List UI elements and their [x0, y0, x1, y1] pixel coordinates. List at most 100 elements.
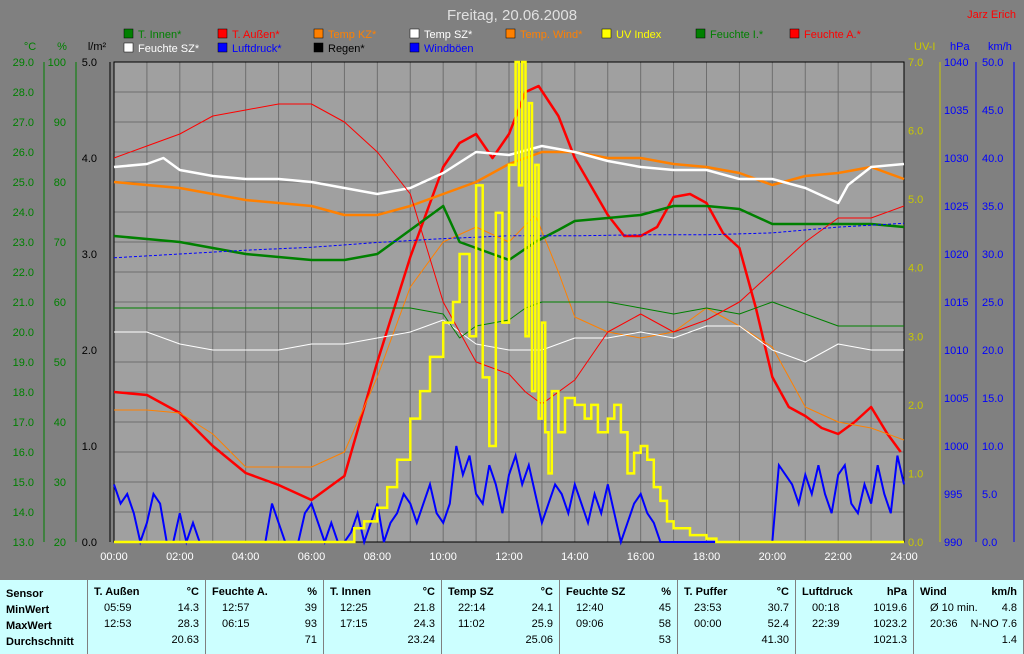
legend-swatch [123, 28, 134, 39]
stats-min-time: 12:40 [576, 602, 604, 614]
right-axis-unit: hPa [950, 41, 970, 53]
right-axis-tick-label: 50.0 [982, 57, 1003, 69]
left-axis-tick-label: 16.0 [13, 447, 34, 459]
author-label: Jarz Erich [967, 9, 1016, 21]
stats-column-name: T. Innen [330, 586, 371, 598]
stats-column-name: Feuchte SZ [566, 586, 626, 598]
series-line [113, 150, 905, 217]
stats-max-value: 24.3 [413, 618, 435, 630]
left-axis-tick-label: 5.0 [82, 57, 97, 69]
left-axis-tick-label: 15.0 [13, 477, 34, 489]
legend-swatch [313, 42, 324, 53]
stats-average: 53 [658, 634, 671, 646]
right-axis-tick-label: 5.0 [908, 194, 923, 206]
right-axis-tick-label: 40.0 [982, 153, 1003, 165]
legend-label: Windböen [424, 43, 474, 55]
left-axis-tick-label: 40 [54, 417, 66, 429]
stats-min-value: 45 [658, 602, 671, 614]
left-axis-tick-label: 17.0 [13, 417, 34, 429]
left-axis-tick-label: 14.0 [13, 507, 34, 519]
left-axis-tick-label: 21.0 [13, 297, 34, 309]
series-line [114, 214, 905, 468]
stats-column-name: Wind [920, 586, 947, 598]
stats-column-unit: % [307, 586, 317, 598]
stats-column-unit: °C [422, 586, 435, 598]
right-axis-unit: km/h [988, 41, 1012, 53]
stats-max-time: 00:00 [694, 618, 722, 630]
series-layer [113, 60, 905, 546]
right-axis-tick-label: 6.0 [908, 126, 923, 138]
stats-column: T. Innen °C 12:25 21.8 17:15 24.3 23.24 [324, 580, 442, 654]
stats-min-time: 12:57 [222, 602, 250, 614]
stats-column-name: Temp SZ [448, 586, 494, 598]
legend-label: Feuchte SZ* [138, 43, 200, 55]
right-axis-tick-label: 35.0 [982, 201, 1003, 213]
stats-column-unit: °C [186, 586, 199, 598]
stats-min-value: 30.7 [767, 602, 789, 614]
left-axis-tick-label: 70 [54, 237, 66, 249]
x-tick-label: 14:00 [561, 551, 589, 563]
x-tick-label: 20:00 [759, 551, 787, 563]
left-axis-tick-label: 19.0 [13, 357, 34, 369]
right-axis-tick-label: 45.0 [982, 105, 1003, 117]
stats-min-value: 14.3 [177, 602, 199, 614]
stats-min-value: 21.8 [413, 602, 435, 614]
stats-max-time: 22:39 [812, 618, 840, 630]
stats-column-unit: km/h [991, 586, 1017, 598]
right-axis-tick-label: 1010 [944, 345, 968, 357]
right-axis-tick-label: 30.0 [982, 249, 1003, 261]
left-axis-tick-label: 24.0 [13, 207, 34, 219]
x-tick-label: 18:00 [693, 551, 721, 563]
right-axis-tick-label: 995 [944, 489, 962, 501]
left-axis-tick-label: 13.0 [13, 537, 34, 549]
x-tick-label: 00:00 [100, 551, 128, 563]
stats-min-time: Ø 10 min. [930, 602, 978, 614]
left-axis-unit: % [57, 41, 67, 53]
x-tick-label: 06:00 [298, 551, 326, 563]
stats-min-value: 39 [304, 602, 317, 614]
stats-column-unit: hPa [886, 586, 907, 598]
stats-column: Wind km/h Ø 10 min. 4.8 20:36 N-NO 7.6 1.4 [914, 580, 1024, 654]
right-axis-tick-label: 4.0 [908, 263, 923, 275]
right-axis-tick-label: 20.0 [982, 345, 1003, 357]
x-tick-label: 16:00 [627, 551, 655, 563]
right-axis-tick-label: 1030 [944, 153, 968, 165]
weather-chart: °C 13.0 14.0 15.0 16.0 17.0 18.0 19.0 20.0 21.0 22… [13, 7, 1016, 563]
legend-swatch [123, 42, 134, 53]
left-axis-tick-label: 30 [54, 477, 66, 489]
stats-min-value: 24.1 [531, 602, 553, 614]
x-tick-label: 08:00 [364, 551, 392, 563]
stats-column: T. Außen °C 05:59 14.3 12:53 28.3 20.63 [88, 580, 206, 654]
stats-max-time: 06:15 [222, 618, 250, 630]
legend-swatch [409, 42, 420, 53]
stats-max-time: 09:06 [576, 618, 604, 630]
legend-label: UV Index [616, 29, 662, 41]
stats-column-name: T. Außen [94, 586, 140, 598]
stats-average: 25.06 [525, 634, 553, 646]
stats-max-value: 52.4 [767, 618, 789, 630]
x-tick-label: 10:00 [429, 551, 457, 563]
row-label-avg: Durchschnitt [6, 636, 74, 648]
stats-min-time: 00:18 [812, 602, 840, 614]
left-axis-tick-label: 26.0 [13, 147, 34, 159]
stats-max-value: 25.9 [531, 618, 553, 630]
stats-average: 1021.3 [873, 634, 907, 646]
right-axis-tick-label: 2.0 [908, 400, 923, 412]
left-axis-tick-label: 50 [54, 357, 66, 369]
legend-swatch [601, 28, 612, 39]
stats-column: Feuchte SZ% 12:40 45 09:06 58 53 [560, 580, 678, 654]
right-axis-tick-label: 10.0 [982, 441, 1003, 453]
left-axis-tick-label: 27.0 [13, 117, 34, 129]
plot-border [113, 61, 905, 543]
left-axis-tick-label: 80 [54, 177, 66, 189]
legend-label: Temp. Wind* [520, 29, 583, 41]
legend-label: Regen* [328, 43, 365, 55]
left-axis-tick-label: 3.0 [82, 249, 97, 261]
stats-average: 71 [304, 634, 317, 646]
right-axis-unit: UV-I [914, 41, 935, 53]
row-label-max: MaxWert [6, 620, 52, 632]
left-axis-tick-label: 90 [54, 117, 66, 129]
row-label-sensor: Sensor [6, 588, 44, 600]
x-tick-label: 12:00 [495, 551, 523, 563]
left-axis-tick-label: 2.0 [82, 345, 97, 357]
